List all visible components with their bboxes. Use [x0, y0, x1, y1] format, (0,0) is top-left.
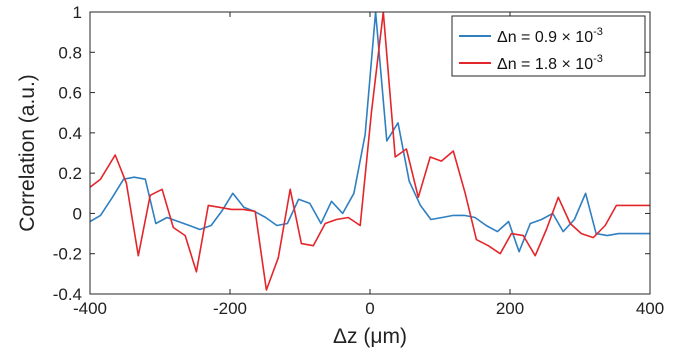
series-line-1	[90, 12, 650, 253]
y-tick-label: 0	[73, 204, 82, 223]
x-axis-ticks: -400 -200 0 200 400	[73, 12, 664, 318]
legend-entry-series-1-exponent: -3	[593, 26, 603, 38]
legend: Δn = 0.9 × 10-3 Δn = 1.8 × 10-3	[451, 15, 646, 77]
series-group	[90, 12, 650, 291]
legend-entry-series-2-base: Δn = 1.8 × 10	[497, 56, 593, 73]
y-tick-label: -0.4	[53, 285, 82, 304]
x-tick-label: -400	[73, 299, 107, 318]
series-line-2	[90, 12, 650, 291]
y-tick-label: 0.2	[58, 164, 82, 183]
x-tick-label: -200	[213, 299, 247, 318]
x-tick-label: 0	[365, 299, 374, 318]
x-tick-label: 200	[496, 299, 524, 318]
y-tick-label: 0.8	[58, 43, 82, 62]
legend-entry-series-2: Δn = 1.8 × 10-3	[497, 53, 603, 73]
x-axis-label: Δz (μm)	[333, 325, 407, 348]
y-tick-label: 1	[73, 3, 82, 22]
y-axis-ticks: -0.4 -0.2 0 0.2 0.4 0.6 0.8 1	[53, 3, 650, 304]
legend-entry-series-2-exponent: -3	[593, 53, 603, 65]
y-tick-label: 0.6	[58, 84, 82, 103]
legend-entry-series-1: Δn = 0.9 × 10-3	[497, 26, 603, 46]
x-tick-label: 400	[636, 299, 664, 318]
legend-entry-series-1-base: Δn = 0.9 × 10	[497, 29, 593, 46]
y-tick-label: -0.2	[53, 245, 82, 264]
legend-box	[451, 15, 646, 77]
y-axis-label: Correlation (a.u.)	[16, 74, 39, 232]
y-tick-label: 0.4	[58, 124, 82, 143]
